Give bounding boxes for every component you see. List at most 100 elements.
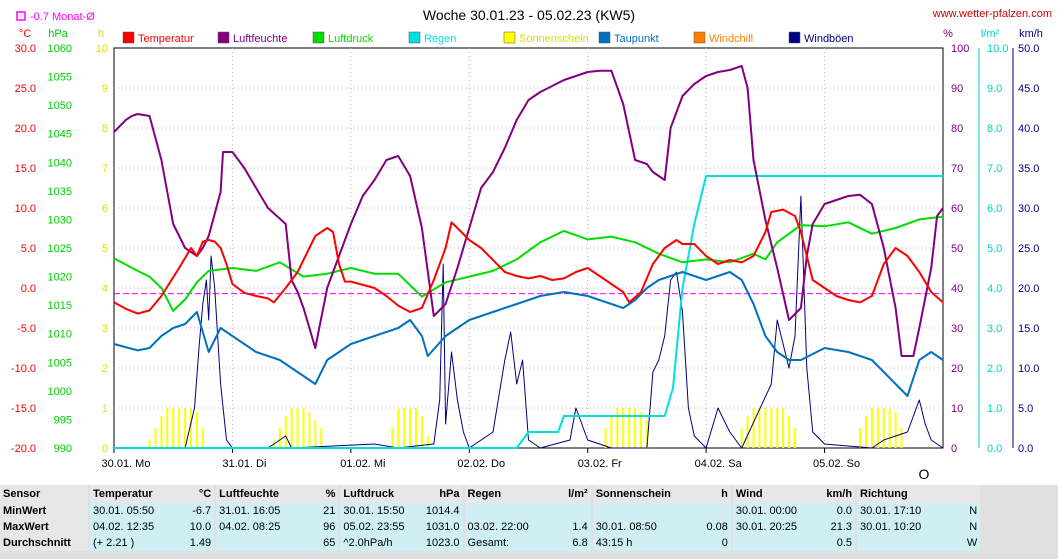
wind-axis-tick-label: 10.0 xyxy=(1018,363,1039,375)
pressure-axis-tick-label: 1025 xyxy=(48,243,72,255)
stats-cell-value: 10.0 xyxy=(157,519,216,535)
pressure-axis-unit-label: hPa xyxy=(48,28,68,40)
legend-swatch-temperature xyxy=(122,31,135,44)
stats-header-unit: hPa xyxy=(407,485,464,503)
chart-title: Woche 30.01.23 - 05.02.23 (KW5) xyxy=(423,7,635,23)
sun-axis-tick-label: 7 xyxy=(102,163,108,175)
sun-axis-tick-label: 3 xyxy=(102,323,108,335)
stats-header-sensor: Sensor xyxy=(0,485,89,503)
legend-label-sunshine: Sonnenschein xyxy=(519,33,589,45)
stats-cell-value: -6.7 xyxy=(157,503,216,519)
stats-cell-value: W xyxy=(924,535,981,551)
stats-cell-value: 65 xyxy=(283,535,340,551)
stats-row-label: Durchschnitt xyxy=(0,535,89,551)
stats-cell-time: Gesamt: xyxy=(462,535,532,551)
sun-axis-tick-label: 6 xyxy=(102,203,108,215)
x-tick-label: 05.02. So xyxy=(813,458,860,470)
stats-cell-value: 96 xyxy=(283,519,340,535)
axes: 3 0.0 25.0 20.0 15.0 10.0 5.0 0.0 -5.0 -10.0 -15.0… xyxy=(11,28,1043,470)
stats-header-unit: °C xyxy=(157,485,216,503)
pressure-axis-tick-label: 1055 xyxy=(48,72,72,84)
pressure-axis-tick-label: 1015 xyxy=(48,300,72,312)
stats-header-unit: km/h xyxy=(800,485,857,503)
stats-cell-value: 1031.0 xyxy=(407,519,464,535)
temp-axis-unit-label: °C xyxy=(19,28,31,40)
humidity-axis-tick-label: 10 xyxy=(951,403,963,415)
legend-label-dewpoint: Taupunkt xyxy=(614,33,659,45)
humidity-axis-tick-label: 80 xyxy=(951,123,963,135)
temp-axis-tick-label: 20.0 xyxy=(15,123,36,135)
stats-header-unit: l/m² xyxy=(531,485,592,503)
dewpoint-line xyxy=(113,271,944,397)
pressure-axis-tick-label: 1045 xyxy=(48,129,72,141)
sun-axis-unit-label: h xyxy=(98,28,104,40)
stats-cell-time: 30.01. 10:20 xyxy=(855,519,925,535)
stats-cell-time: 30.01. 08:50 xyxy=(590,519,674,535)
humidity-line xyxy=(113,65,944,357)
temp-axis-tick-label: 0.0 xyxy=(21,283,36,295)
stats-cell-value: 1014.4 xyxy=(407,503,464,519)
humidity-axis-tick-label: 30 xyxy=(951,323,963,335)
stats-cell-time: 30.01. 05:50 xyxy=(87,503,158,519)
pressure-axis-tick-label: 1050 xyxy=(48,100,72,112)
stats-cell-value: 1.4 xyxy=(531,519,592,535)
stats-header-unit: % xyxy=(283,485,340,503)
legend-swatch-pressure xyxy=(312,31,325,44)
wind-axis-tick-label: 20.0 xyxy=(1018,283,1039,295)
temp-axis-tick-label: -15.0 xyxy=(11,403,36,415)
rain-line xyxy=(114,175,943,449)
temp-axis-tick-label: 5.0 xyxy=(21,243,36,255)
rain-axis-tick-label: 9.0 xyxy=(987,83,1002,95)
stats-cell-value: N xyxy=(924,503,981,519)
humidity-axis-tick-label: 60 xyxy=(951,203,963,215)
rain-axis-tick-label: 6.0 xyxy=(987,203,1002,215)
temp-axis-tick-label: -5.0 xyxy=(17,323,36,335)
temp-axis-tick-label: -10.0 xyxy=(11,363,36,375)
legend-swatch-dewpoint xyxy=(598,31,611,44)
website-label[interactable]: www.wetter-pfalzen.com xyxy=(932,8,1052,20)
wind-axis-tick-label: 45.0 xyxy=(1018,83,1039,95)
x-tick-label: 01.02. Mi xyxy=(340,458,385,470)
pressure-line xyxy=(113,215,944,312)
pressure-axis-tick-label: 1000 xyxy=(48,386,72,398)
stats-cell-value: 0.0 xyxy=(800,503,857,519)
monthly-avg-legend: -0.7 Monat-Ø xyxy=(16,11,95,23)
sun-axis-tick-label: 10 xyxy=(96,43,108,55)
stats-cell-value: 21 xyxy=(283,503,340,519)
sun-axis-tick-label: 0 xyxy=(102,443,108,455)
wind-axis-tick-label: 40.0 xyxy=(1018,123,1039,135)
stats-row-label: MaxWert xyxy=(0,519,89,535)
stats-header-unit: h xyxy=(673,485,732,503)
stats-cell-time xyxy=(590,503,674,519)
rain-axis-unit-label: l/m² xyxy=(981,28,1000,40)
pressure-axis-tick-label: 1060 xyxy=(48,43,72,55)
stats-panel: Sensor Temperatur °C Luftfeuchte% Luftdruck h… xyxy=(0,485,1058,559)
stats-cell-value xyxy=(531,503,592,519)
sun-axis-tick-label: 9 xyxy=(102,83,108,95)
pressure-axis-tick-label: 1020 xyxy=(48,272,72,284)
plot-area xyxy=(113,47,944,449)
x-tick-label: 04.02. Sa xyxy=(695,458,743,470)
x-tick-label: 31.01. Di xyxy=(222,458,266,470)
rain-axis-tick-label: 1.0 xyxy=(987,403,1002,415)
temp-axis-tick-label: 25.0 xyxy=(15,83,36,95)
rain-axis-tick-label: 10.0 xyxy=(987,43,1008,55)
monthly-avg-label: -0.7 Monat-Ø xyxy=(30,11,95,23)
x-tick-label: 02.02. Do xyxy=(457,458,505,470)
temp-axis-tick-label: 15.0 xyxy=(15,163,36,175)
stats-header-label: Regen xyxy=(462,485,532,503)
humidity-axis-tick-label: 0 xyxy=(951,443,957,455)
circle-mark: O xyxy=(919,466,930,482)
humidity-axis-tick-label: 100 xyxy=(951,43,969,55)
stats-cell-value: 21.3 xyxy=(800,519,857,535)
x-tick-label: 03.02. Fr xyxy=(578,458,622,470)
x-tick-label: 30.01. Mo xyxy=(102,458,151,470)
rain-axis-tick-label: 8.0 xyxy=(987,123,1002,135)
stats-header-label: Luftdruck xyxy=(338,485,408,503)
legend-label-humidity: Luftfeuchte xyxy=(233,33,287,45)
humidity-axis-tick-label: 20 xyxy=(951,363,963,375)
legend-swatch-gusts xyxy=(788,31,801,44)
wind-axis-tick-label: 0.0 xyxy=(1018,443,1033,455)
wind-axis-unit-label: km/h xyxy=(1019,28,1043,40)
stats-cell-time: 04.02. 08:25 xyxy=(214,519,284,535)
